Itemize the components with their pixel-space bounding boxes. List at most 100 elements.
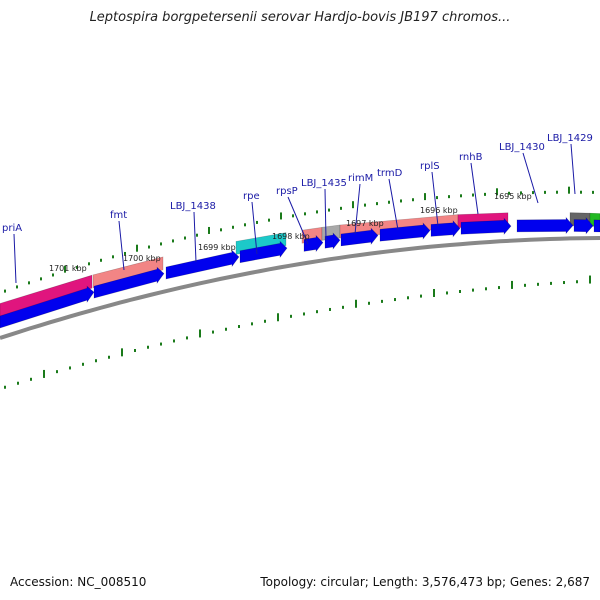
kbp-label: 1695 kbp (494, 192, 532, 201)
scale-tick (459, 289, 461, 293)
scale-tick (498, 286, 500, 290)
scale-tick (238, 325, 240, 329)
gene-bar (235, 232, 287, 255)
scale-tick (400, 199, 402, 203)
scale-tick (69, 366, 71, 370)
kbp-label: 1696 kbp (420, 206, 458, 215)
gene-label: rpsP (276, 186, 298, 197)
scale-tick (472, 288, 474, 292)
gene-label: rimM (348, 173, 373, 184)
kbp-label: 1701 kbp (49, 264, 87, 273)
scale-tick (280, 212, 282, 220)
scale-tick (56, 370, 58, 374)
scale-tick (251, 322, 253, 326)
scale-tick (52, 273, 54, 277)
scale-tick (95, 359, 97, 363)
scale-tick (82, 362, 84, 366)
scale-tick (108, 355, 110, 359)
cds-arrow (93, 266, 165, 299)
scale-tick (112, 255, 114, 259)
scale-tick (268, 218, 270, 222)
scale-tick (186, 336, 188, 340)
cds-arrow (0, 285, 95, 329)
scale-tick (4, 385, 6, 389)
leader-line (287, 196, 309, 245)
scale-tick (264, 319, 266, 323)
leader-line (570, 143, 576, 195)
scale-tick (199, 329, 201, 338)
gene-label: fmt (110, 210, 127, 221)
scale-tick (550, 281, 552, 285)
scale-tick (520, 191, 522, 195)
kbp-labels: 1701 kbp 1700 kbp 1699 kbp 1698 kbp 1697 kbp… (49, 192, 532, 273)
gene-label: LBJ_1435 (301, 178, 347, 189)
cds-track (0, 216, 600, 329)
cds-arrow (593, 219, 600, 233)
scale-tick (592, 190, 594, 194)
label-leaders (13, 143, 576, 284)
accession-text: Accession: NC_008510 (10, 575, 147, 589)
scale-tick (303, 312, 305, 316)
scale-tick (17, 381, 19, 385)
scale-tick (556, 190, 558, 194)
scale-tick (160, 342, 162, 346)
scale-tick (256, 220, 258, 224)
scale-tick (172, 239, 174, 243)
scale-tick (364, 203, 366, 207)
cds-arrow (340, 227, 379, 247)
scale-tick (16, 285, 18, 289)
scale-tick (433, 288, 435, 297)
scale-tick (147, 345, 149, 349)
map-title: Leptospira borgpetersenii serovar Hardjo… (89, 10, 511, 25)
scale-tick (76, 265, 78, 269)
kbp-label: 1699 kbp (198, 243, 236, 252)
gene-label: LBJ_1430 (499, 142, 545, 153)
scale-tick (124, 251, 126, 255)
scale-tick (537, 282, 539, 286)
scale-tick (340, 206, 342, 210)
scale-tick (424, 193, 426, 201)
scale-tick (173, 339, 175, 343)
scale-tick (568, 186, 570, 194)
scale-tick (121, 348, 123, 357)
gene-bar (0, 274, 93, 317)
leader-line (251, 201, 258, 255)
scale-tick (412, 198, 414, 202)
scale-tick (446, 291, 448, 295)
scale-tick (460, 194, 462, 198)
scale-tick (40, 277, 42, 281)
scale-tick (4, 289, 6, 293)
scale-tick (196, 233, 198, 237)
scale-tick (436, 196, 438, 200)
scale-tick (64, 265, 66, 273)
scale-tick (290, 314, 292, 318)
leader-line (522, 152, 539, 204)
scale-tick (28, 281, 30, 285)
gene-label: rpe (243, 191, 260, 202)
topology-text: Topology: circular; Length: 3,576,473 bp… (260, 575, 590, 589)
scale-tick (212, 330, 214, 334)
scale-tick (100, 258, 102, 262)
scale-tick (316, 210, 318, 214)
chromosome-backbone (0, 236, 600, 340)
scale-tick (43, 369, 45, 378)
scale-tick (580, 190, 582, 194)
scale-tick (292, 214, 294, 218)
scale-tick (472, 193, 474, 197)
scale-tick (532, 191, 534, 195)
scale-tick (485, 287, 487, 291)
leader-line (193, 211, 197, 263)
scale-tick (388, 200, 390, 204)
leader-line (431, 171, 439, 227)
gene-label: LBJ_1429 (547, 133, 593, 144)
scale-tick (232, 225, 234, 229)
scale-tick (134, 349, 136, 353)
scale-tick (184, 236, 186, 240)
leader-line (324, 188, 327, 241)
scale-tick (394, 298, 396, 302)
cds-arrow (303, 234, 324, 253)
scale-tick (544, 190, 546, 194)
cds-arrow (379, 222, 431, 242)
scale-tick (244, 223, 246, 227)
